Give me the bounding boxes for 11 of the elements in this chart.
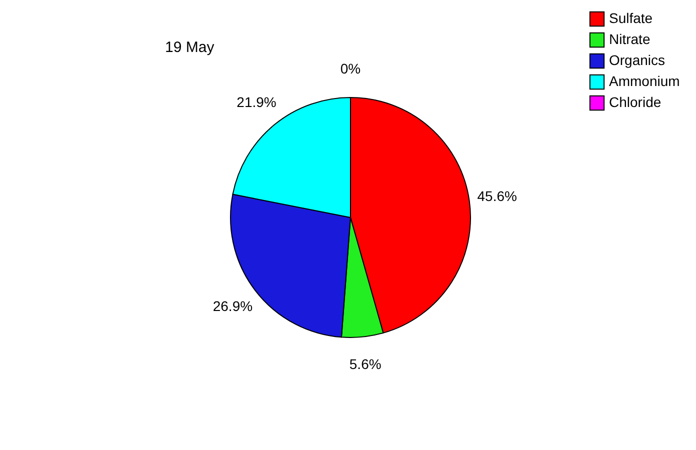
legend-label: Nitrate — [609, 31, 650, 47]
data-label: 21.9% — [236, 94, 276, 110]
text: 19 May — [165, 39, 215, 56]
text: 0% — [340, 60, 361, 76]
data-label: 5.6% — [349, 356, 382, 372]
data-label: 26.9% — [212, 298, 253, 314]
data-label: 45.6% — [477, 188, 517, 204]
legend-label: Sulfate — [609, 10, 653, 26]
legend-label: Chloride — [609, 94, 662, 110]
legend-label: Organics — [609, 52, 666, 68]
legend-label: Ammonium — [609, 73, 680, 89]
